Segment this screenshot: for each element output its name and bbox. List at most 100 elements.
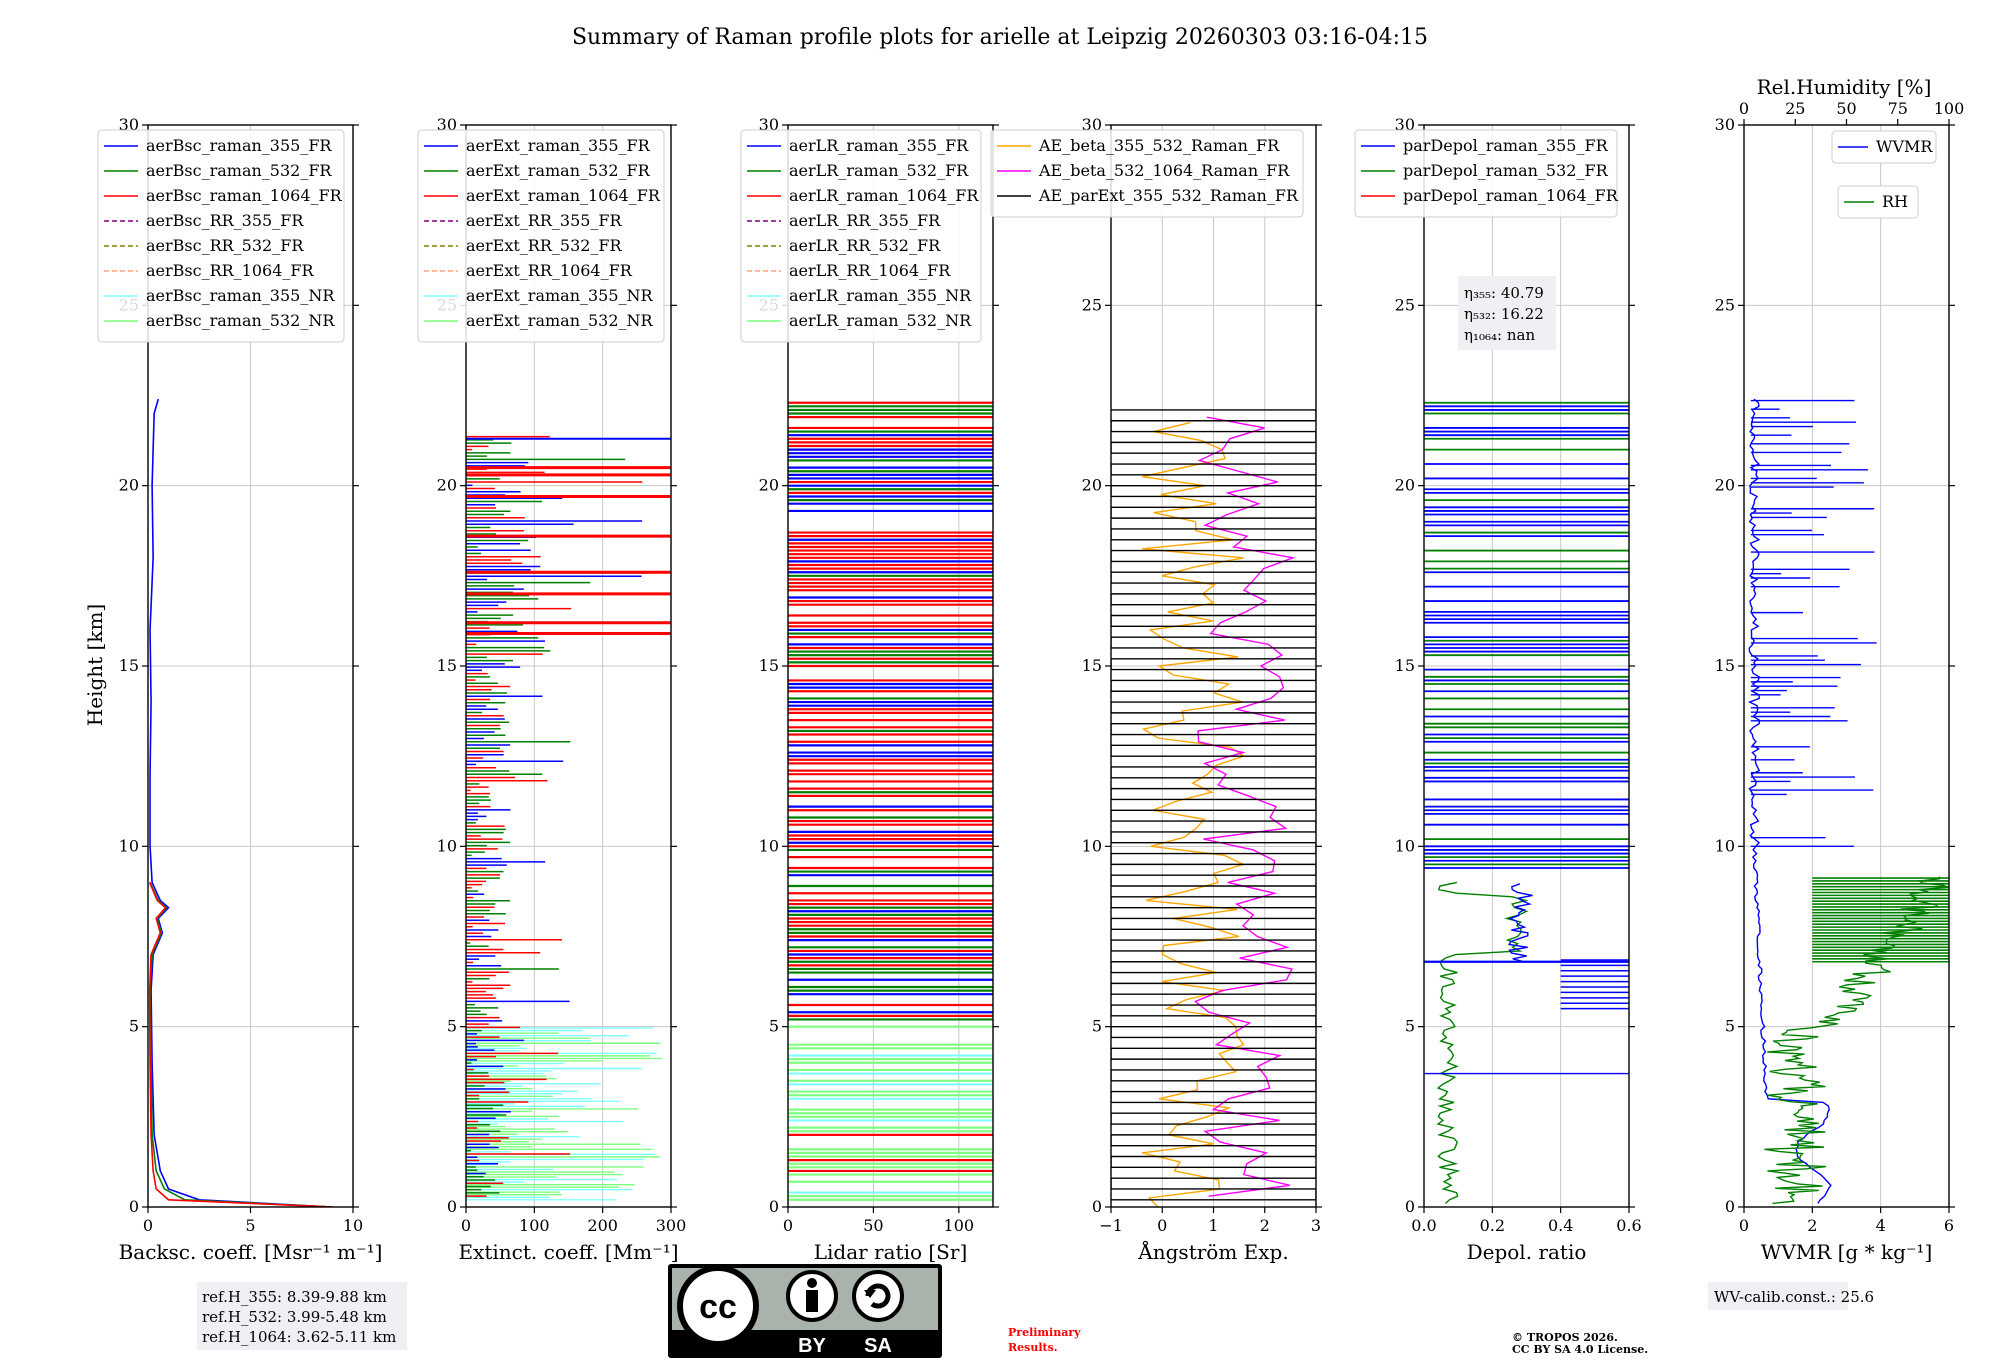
y-tick-label: 10 xyxy=(1082,836,1102,855)
legend-label: aerExt_RR_1064_FR xyxy=(466,261,633,280)
legend-label: aerBsc_RR_532_FR xyxy=(146,236,304,255)
y-tick-label: 10 xyxy=(1395,836,1415,855)
legend-bsc: aerBsc_raman_355_FR aerBsc_raman_532_FRae… xyxy=(97,129,345,343)
eta-532: η₅₃₂: 16.22 xyxy=(1464,305,1544,323)
y-tick-label: 0 xyxy=(1725,1197,1735,1216)
legend-lr: aerLR_raman_355_FR aerLR_raman_532_FR aerL… xyxy=(740,129,982,343)
y-tick-label: 5 xyxy=(129,1017,139,1036)
y-tick-label: 30 xyxy=(119,115,139,134)
legend-label: aerLR_RR_532_FR xyxy=(789,236,941,255)
legend-label: aerExt_RR_355_FR xyxy=(466,211,623,230)
legend-label: aerBsc_raman_532_FR xyxy=(146,161,332,180)
y-tick-label: 0 xyxy=(447,1197,457,1216)
y-tick-label: 5 xyxy=(447,1017,457,1036)
y-tick-label: 20 xyxy=(437,476,457,495)
top-tick-label: 50 xyxy=(1836,99,1856,118)
y-tick-label: 30 xyxy=(759,115,779,134)
y-axis-label: Height [km] xyxy=(83,604,107,726)
plot-area-dep xyxy=(1424,125,1629,1207)
legend-label: aerExt_raman_532_FR xyxy=(466,161,651,180)
series-aerBsc_raman_532_FR xyxy=(149,882,333,1207)
x-tick-label: 5 xyxy=(245,1216,255,1235)
panel-ext: 0510152025300100200300Extinct. coeff. [M… xyxy=(417,115,687,1264)
y-tick-label: 0 xyxy=(129,1197,139,1216)
x-axis-label-dep: Depol. ratio xyxy=(1467,1240,1587,1264)
x-tick-label: 0 xyxy=(1157,1216,1167,1235)
x-tick-label: 200 xyxy=(587,1216,618,1235)
series-aerBsc_raman_355_FR xyxy=(149,398,333,1207)
legend-label: aerLR_raman_532_FR xyxy=(789,161,969,180)
y-tick-label: 10 xyxy=(119,836,139,855)
ref-height-box xyxy=(197,1282,407,1350)
x-tick-label: 300 xyxy=(656,1216,687,1235)
y-tick-label: 25 xyxy=(1395,295,1415,314)
top-tick-label: 25 xyxy=(1785,99,1805,118)
x-tick-label: 1 xyxy=(1208,1216,1218,1235)
legend-label: aerLR_raman_355_NR xyxy=(789,286,972,305)
legend-label: WVMR xyxy=(1876,137,1933,156)
wv-calib-text: WV-calib.const.: 25.6 xyxy=(1714,1288,1874,1306)
legend-label: RH xyxy=(1882,192,1908,211)
cc-text: cc xyxy=(699,1288,737,1326)
legend-ext: aerExt_raman_355_FR aerExt_raman_532_FRae… xyxy=(417,129,665,343)
plot-area-wv xyxy=(1744,125,1949,1207)
y-tick-label: 30 xyxy=(1082,115,1102,134)
y-tick-label: 15 xyxy=(1082,656,1102,675)
ref-h-355: ref.H_355: 8.39-9.88 km xyxy=(202,1288,387,1306)
ref-h-1064: ref.H_1064: 3.62-5.11 km xyxy=(202,1328,396,1346)
series-rh xyxy=(1764,876,1949,1205)
legend-label: aerLR_RR_355_FR xyxy=(789,211,941,230)
legend-label: aerExt_raman_355_FR xyxy=(466,136,651,155)
top-tick-label: 0 xyxy=(1739,99,1749,118)
x-tick-label: 0 xyxy=(461,1216,471,1235)
y-tick-label: 20 xyxy=(1395,476,1415,495)
eta-1064: η₁₀₆₄: nan xyxy=(1464,326,1535,344)
x-axis-label-bsc: Backsc. coeff. [Msr⁻¹ m⁻¹] xyxy=(119,1240,383,1264)
x-tick-label: 10 xyxy=(343,1216,363,1235)
x-tick-label: 4 xyxy=(1876,1216,1886,1235)
series-depol-532 xyxy=(1436,881,1529,1204)
y-tick-label: 5 xyxy=(1405,1017,1415,1036)
series-aerBsc_raman_1064_FR xyxy=(148,882,333,1207)
legend-label: aerExt_raman_532_NR xyxy=(466,311,654,330)
figure-title: Summary of Raman profile plots for ariel… xyxy=(572,25,1428,50)
y-tick-label: 10 xyxy=(1715,836,1735,855)
legend-label: parDepol_raman_1064_FR xyxy=(1403,186,1619,205)
legend-label: aerExt_raman_355_NR xyxy=(466,286,654,305)
y-tick-label: 5 xyxy=(769,1017,779,1036)
legend-label: aerBsc_RR_1064_FR xyxy=(146,261,315,280)
y-tick-label: 20 xyxy=(1082,476,1102,495)
y-tick-label: 25 xyxy=(1715,295,1735,314)
legend-label: aerBsc_raman_532_NR xyxy=(146,311,335,330)
cc-icon xyxy=(677,1265,759,1347)
x-tick-label: −1 xyxy=(1099,1216,1123,1235)
plot-area-lr xyxy=(788,125,993,1207)
y-tick-label: 15 xyxy=(119,656,139,675)
rh-top-label: Rel.Humidity [%] xyxy=(1757,75,1932,99)
y-tick-label: 20 xyxy=(759,476,779,495)
legend-label: AE_beta_532_1064_Raman_FR xyxy=(1038,161,1290,180)
cc-license-logo: cc BY SA xyxy=(668,1264,942,1358)
x-tick-label: 100 xyxy=(944,1216,975,1235)
y-tick-label: 25 xyxy=(1082,295,1102,314)
y-tick-label: 5 xyxy=(1725,1017,1735,1036)
x-axis-label-lr: Lidar ratio [Sr] xyxy=(814,1240,968,1264)
legend-label: aerBsc_raman_1064_FR xyxy=(146,186,343,205)
x-tick-label: 0.0 xyxy=(1411,1216,1436,1235)
y-tick-label: 0 xyxy=(769,1197,779,1216)
legend-label: aerLR_raman_1064_FR xyxy=(789,186,979,205)
x-tick-label: 0 xyxy=(1739,1216,1749,1235)
eta-355: η₃₅₅: 40.79 xyxy=(1464,284,1544,302)
series-ae-355-532 xyxy=(1141,421,1246,1207)
y-tick-label: 0 xyxy=(1092,1197,1102,1216)
x-tick-label: 6 xyxy=(1944,1216,1954,1235)
y-tick-label: 30 xyxy=(437,115,457,134)
by-label: BY xyxy=(798,1335,826,1357)
legend-label: aerLR_RR_1064_FR xyxy=(789,261,951,280)
legend-label: AE_parExt_355_532_Raman_FR xyxy=(1038,186,1299,205)
x-axis-label-ae: Ångström Exp. xyxy=(1137,1239,1288,1264)
ref-h-532: ref.H_532: 3.99-5.48 km xyxy=(202,1308,387,1326)
x-axis-label-wv: WVMR [g * kg⁻¹] xyxy=(1761,1240,1933,1264)
y-tick-label: 0 xyxy=(1405,1197,1415,1216)
